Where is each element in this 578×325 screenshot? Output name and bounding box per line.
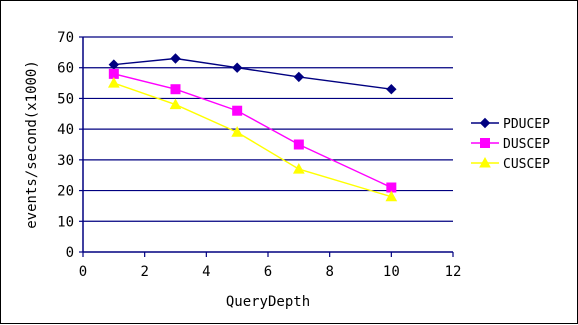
data-point-pducep (170, 53, 181, 64)
series-line-cuscep (113, 82, 392, 198)
series-layer (107, 53, 398, 202)
series-line-duscep (113, 73, 392, 189)
legend-label-pducep: PDUCEP (503, 117, 550, 132)
legend-label-duscep: DUSCEP (503, 137, 550, 152)
gridlines (83, 36, 453, 222)
y-tick-label: 0 (66, 245, 74, 261)
legend-item-cuscep: CUSCEP (471, 156, 550, 172)
y-tick-label: 60 (57, 61, 74, 77)
data-point-pducep (293, 71, 305, 83)
tick-labels: 0 10 20 30 40 50 60 70 0 2 4 6 8 10 12 (57, 30, 461, 280)
x-tick-label: 8 (325, 264, 333, 280)
x-tick-label: 6 (264, 264, 272, 280)
data-point-cuscep (292, 163, 305, 174)
y-tick-label: 10 (57, 214, 74, 230)
x-tick-label: 10 (383, 264, 400, 280)
legend-item-duscep: DUSCEP (471, 137, 550, 152)
legend: PDUCEP DUSCEP CUSCEP (471, 117, 550, 172)
y-tick-label: 20 (57, 184, 74, 200)
data-point-pducep (386, 84, 397, 95)
y-tick-label: 50 (57, 91, 74, 107)
data-point-cuscep (169, 98, 182, 110)
y-tick-label: 30 (57, 153, 74, 169)
series-cuscep (107, 77, 398, 202)
data-point-cuscep (107, 77, 120, 88)
data-point-duscep (293, 139, 304, 150)
legend-marker-duscep (480, 138, 490, 148)
axes (79, 36, 454, 257)
data-point-duscep (232, 105, 243, 116)
x-tick-label: 0 (79, 264, 87, 280)
x-axis-title: QueryDepth (226, 294, 310, 310)
data-point-cuscep (385, 190, 398, 202)
y-tick-label: 70 (57, 30, 74, 46)
x-tick-label: 12 (445, 264, 462, 280)
legend-label-cuscep: CUSCEP (503, 157, 550, 172)
series-pducep (108, 53, 397, 95)
y-axis-title: events/second(x1000) (24, 60, 40, 229)
legend-item-pducep: PDUCEP (471, 117, 550, 132)
data-point-pducep (231, 62, 243, 73)
data-point-duscep (170, 84, 181, 95)
legend-marker-cuscep (479, 156, 491, 168)
data-point-duscep (108, 68, 119, 79)
x-tick-label: 4 (202, 264, 210, 280)
data-point-duscep (386, 182, 397, 193)
x-tick-label: 2 (140, 264, 148, 280)
data-point-cuscep (231, 126, 244, 137)
series-duscep (108, 68, 397, 193)
y-tick-label: 40 (57, 122, 74, 138)
legend-marker-pducep (479, 117, 491, 129)
